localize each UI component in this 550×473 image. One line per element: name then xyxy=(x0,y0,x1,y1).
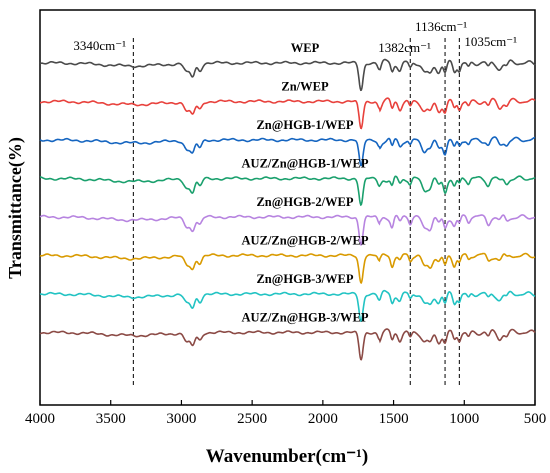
x-axis-title: Wavenumber(cm⁻¹) xyxy=(206,446,368,467)
reference-line-label: 1382cm⁻¹ xyxy=(378,40,431,55)
x-tick-label: 2000 xyxy=(308,411,338,427)
series-label: AUZ/Zn@HGB-3/WEP xyxy=(242,311,369,325)
series-label: AUZ/Zn@HGB-2/WEP xyxy=(242,234,369,248)
x-tick-label: 3500 xyxy=(96,411,126,427)
x-tick-label: 1000 xyxy=(449,411,479,427)
reference-lines xyxy=(132,38,460,385)
y-axis-title: Transmittance(%) xyxy=(5,137,26,279)
series-label: AUZ/Zn@HGB-1/WEP xyxy=(242,157,369,171)
x-tick-label: 1500 xyxy=(379,411,409,427)
series-line xyxy=(39,58,536,92)
reference-line-label: 3340cm⁻¹ xyxy=(73,38,126,53)
reference-line-label: 1035cm⁻¹ xyxy=(464,34,517,49)
x-tick-label: 2500 xyxy=(237,411,267,427)
series-label: Zn/WEP xyxy=(281,80,329,94)
series-line xyxy=(39,136,536,167)
x-axis-ticks: 4000 3500 3000 2500 2000 1500 1000 500 xyxy=(25,400,546,427)
series-lines xyxy=(39,58,536,361)
series-line xyxy=(39,252,536,284)
series-label: Zn@HGB-2/WEP xyxy=(256,195,353,209)
series-line xyxy=(39,289,536,323)
plot-frame xyxy=(39,9,536,406)
series-label: Zn@HGB-1/WEP xyxy=(256,118,353,132)
series-line xyxy=(39,175,536,207)
x-tick-label: 3000 xyxy=(166,411,196,427)
series-line xyxy=(40,97,536,130)
series-label: WEP xyxy=(291,41,320,55)
series-line xyxy=(39,214,536,246)
series-labels: WEP Zn/WEP Zn@HGB-1/WEP AUZ/Zn@HGB-1/WEP Zn@… xyxy=(242,41,369,325)
reference-line-label: 1136cm⁻¹ xyxy=(415,19,467,34)
x-tick-label: 500 xyxy=(524,411,547,427)
series-line xyxy=(39,328,536,361)
series-label: Zn@HGB-3/WEP xyxy=(256,272,353,286)
x-tick-label: 4000 xyxy=(25,411,55,427)
